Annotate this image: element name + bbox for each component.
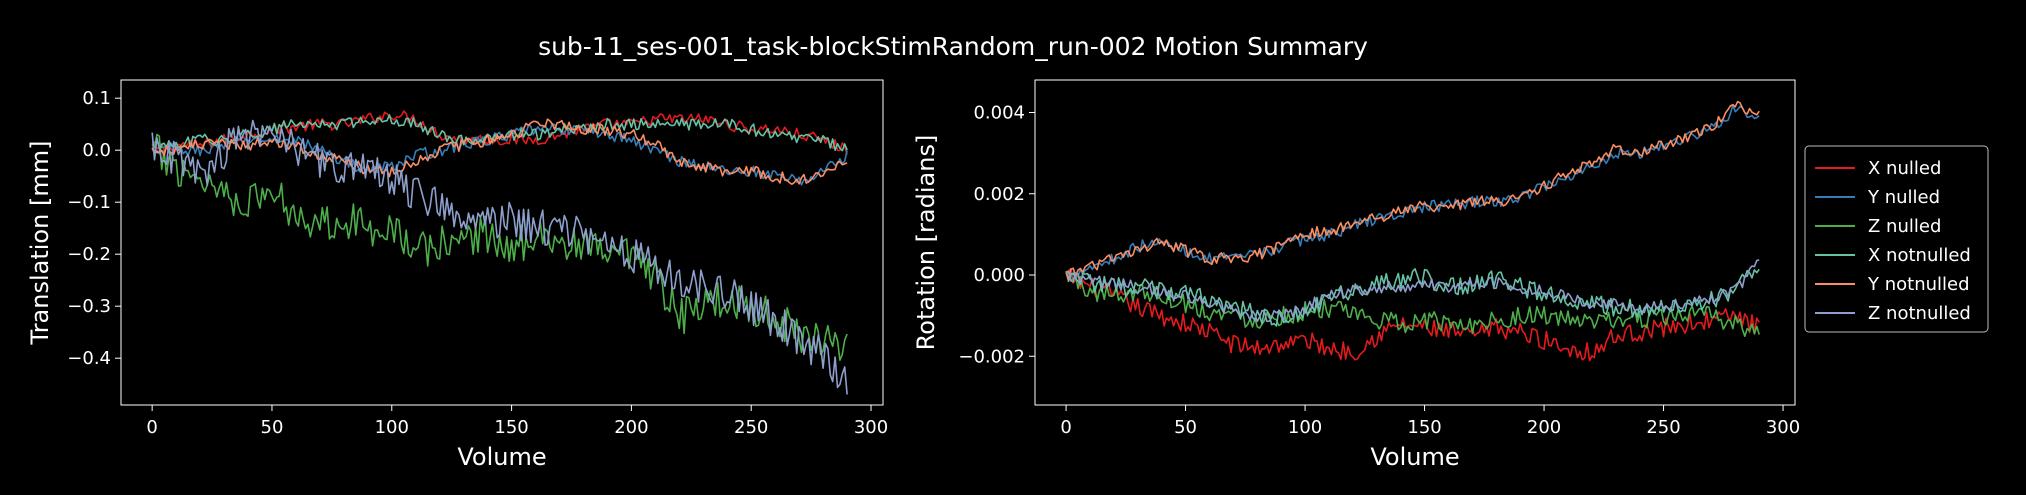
figure-title: sub-11_ses-001_task-blockStimRandom_run-…	[538, 32, 1368, 61]
y-tick-label: 0.0	[82, 140, 111, 161]
y-tick-label: 0.000	[973, 265, 1025, 286]
x-tick-label: 200	[614, 417, 648, 438]
y-tick-label: −0.3	[67, 296, 111, 317]
series-group	[1065, 100, 1760, 362]
x-tick-label: 300	[854, 417, 888, 438]
x-axis-label: Volume	[457, 443, 546, 471]
series-line-x-notnulled	[1065, 267, 1760, 327]
x-tick-label: 300	[1766, 417, 1800, 438]
x-tick-label: 150	[1407, 417, 1441, 438]
series-line-z-nulled	[1065, 271, 1760, 338]
legend-label: X nulled	[1868, 158, 1941, 179]
plot-area	[1035, 80, 1795, 405]
series-line-y-notnulled	[1065, 100, 1760, 281]
y-tick-label: 0.002	[973, 184, 1025, 205]
x-tick-label: 250	[1646, 417, 1680, 438]
series-line-z-notnulled	[151, 119, 848, 395]
legend: X nulled Y nulled Z nulled X notnulled Y not…	[1804, 145, 1989, 333]
x-tick-label: 50	[1174, 417, 1197, 438]
y-tick-label: −0.002	[958, 346, 1025, 367]
translation-panel: 0 50 100 150 200 250 300 0.1 0.0 −0.1 −0.2 −0.3 −0.4…	[26, 79, 888, 471]
legend-label: Y nulled	[1867, 187, 1940, 208]
legend-label: Y notnulled	[1867, 274, 1970, 295]
legend-label: Z notnulled	[1868, 303, 1971, 324]
y-tick-label: −0.2	[67, 244, 111, 265]
axes-frame	[120, 79, 884, 406]
y-axis-label: Rotation [radians]	[912, 135, 940, 351]
y-tick-label: 0.1	[82, 88, 111, 109]
x-tick-label: 0	[1060, 417, 1071, 438]
x-tick-label: 100	[1288, 417, 1322, 438]
y-tick-label: −0.4	[67, 348, 111, 369]
legend-label: Z nulled	[1868, 216, 1941, 237]
x-tick-label: 50	[261, 417, 284, 438]
series-line-y-notnulled	[151, 118, 848, 185]
rotation-panel: 0 50 100 150 200 250 300 0.004 0.002 0.000 −0.002 V…	[912, 79, 1800, 471]
series-line-z-notnulled	[1065, 259, 1760, 323]
x-axis-label: Volume	[1370, 443, 1459, 471]
y-tick-label: −0.1	[67, 192, 111, 213]
y-tick-label: 0.004	[973, 103, 1025, 124]
series-group	[151, 110, 848, 395]
legend-label: X notnulled	[1868, 245, 1971, 266]
y-axis-label: Translation [mm]	[26, 141, 54, 346]
x-tick-label: 250	[734, 417, 768, 438]
x-tick-label: 200	[1527, 417, 1561, 438]
x-tick-label: 0	[146, 417, 157, 438]
x-tick-label: 150	[494, 417, 528, 438]
legend-frame	[1804, 145, 1989, 333]
x-tick-label: 100	[375, 417, 409, 438]
axes-frame	[1034, 79, 1796, 406]
series-line-x-notnulled	[151, 114, 848, 154]
